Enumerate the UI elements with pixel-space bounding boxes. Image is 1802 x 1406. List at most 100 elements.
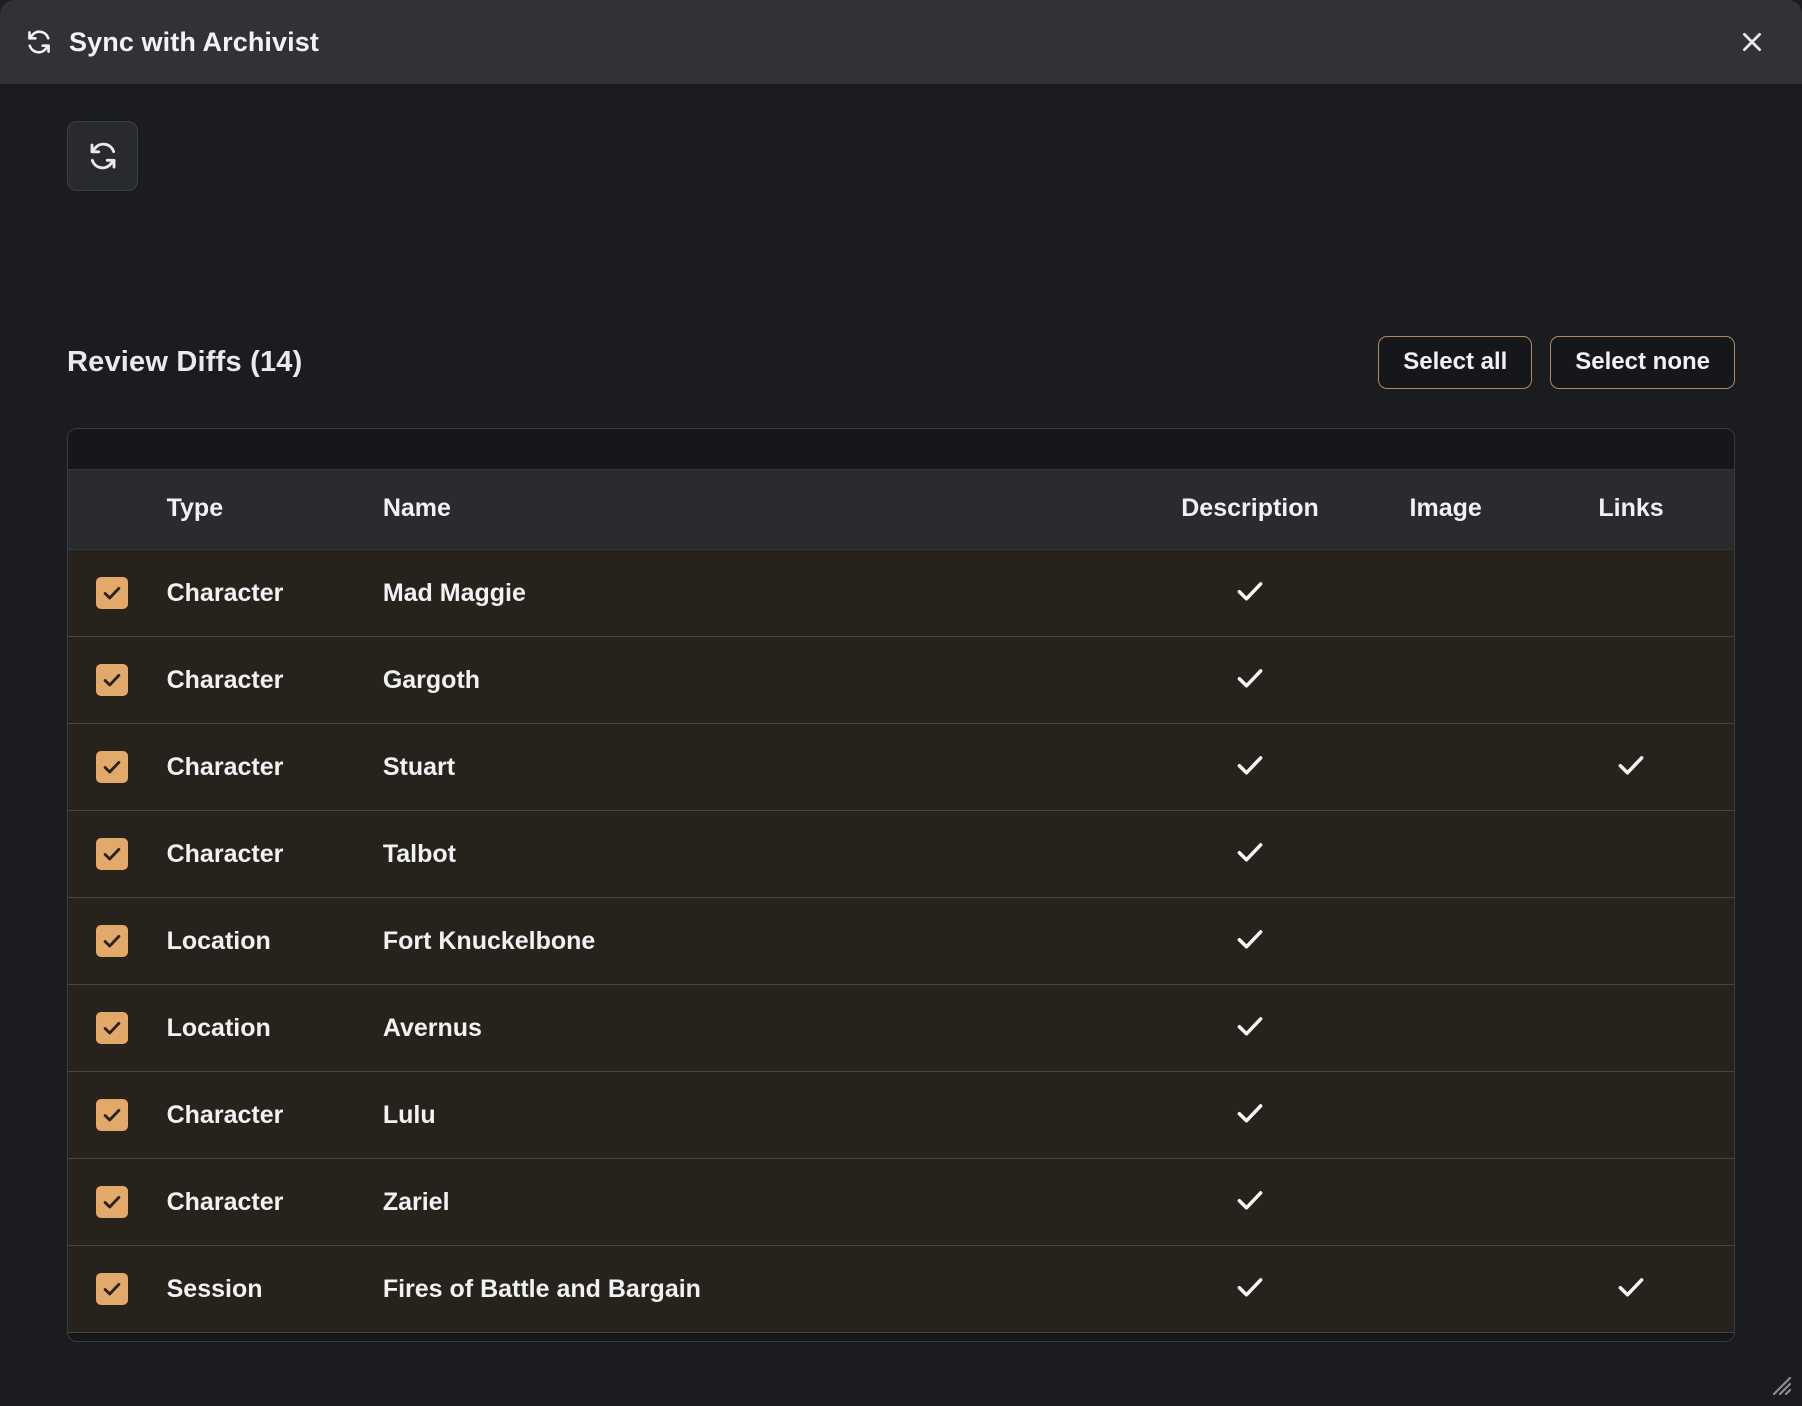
check-icon <box>1233 922 1267 956</box>
row-links-flag <box>1528 1071 1734 1159</box>
titlebar-left-group: Sync with Archivist <box>26 27 319 58</box>
row-checkbox-cell[interactable] <box>68 723 159 811</box>
row-image-flag <box>1363 723 1529 811</box>
no-change-placeholder <box>1445 857 1446 858</box>
row-links-flag <box>1528 549 1734 637</box>
table-row[interactable]: Location Avernus <box>68 984 1734 1072</box>
row-links-flag <box>1528 897 1734 985</box>
column-header-name[interactable]: Name <box>374 469 1137 550</box>
select-none-button[interactable]: Select none <box>1550 335 1735 389</box>
row-checkbox-cell[interactable] <box>68 549 159 637</box>
row-image-flag <box>1363 897 1529 985</box>
select-all-button[interactable]: Select all <box>1378 335 1533 389</box>
row-checkbox-cell[interactable] <box>68 810 159 898</box>
no-change-placeholder <box>1445 944 1446 945</box>
table-row[interactable]: Session Fires of Battle and Bargain <box>68 1245 1734 1333</box>
column-header-links[interactable]: Links <box>1528 469 1734 550</box>
sync-icon <box>26 29 52 55</box>
row-description-flag <box>1136 549 1364 637</box>
column-header-select[interactable] <box>68 469 159 550</box>
row-checkbox[interactable] <box>96 1099 128 1131</box>
row-checkbox[interactable] <box>96 925 128 957</box>
check-icon <box>1233 574 1267 608</box>
row-links-flag <box>1528 1245 1734 1333</box>
row-name: Fort Knuckelbone <box>374 897 1137 985</box>
page-title: Review Diffs (14) <box>67 345 303 378</box>
resize-grip-icon[interactable] <box>1764 1368 1792 1396</box>
no-change-placeholder <box>1445 1031 1446 1032</box>
row-checkbox-cell[interactable] <box>68 1158 159 1246</box>
row-image-flag <box>1363 1245 1529 1333</box>
row-type: Character <box>158 723 375 811</box>
row-type: Character <box>158 1071 375 1159</box>
row-description-flag <box>1136 810 1364 898</box>
row-checkbox[interactable] <box>96 1186 128 1218</box>
row-checkbox[interactable] <box>96 1012 128 1044</box>
row-checkbox-cell[interactable] <box>68 1071 159 1159</box>
row-checkbox-cell[interactable] <box>68 1245 159 1333</box>
no-change-placeholder <box>1445 1292 1446 1293</box>
refresh-icon <box>88 141 118 171</box>
review-diffs-header: Review Diffs (14) Select all Select none <box>67 334 1735 390</box>
table-row[interactable]: Location Fort Knuckelbone <box>68 897 1734 985</box>
table-row[interactable]: Character Lulu <box>68 1071 1734 1159</box>
row-type: Character <box>158 810 375 898</box>
row-checkbox-cell[interactable] <box>68 636 159 724</box>
no-change-placeholder <box>1631 1205 1632 1206</box>
row-name: Avernus <box>374 984 1137 1072</box>
row-links-flag <box>1528 984 1734 1072</box>
row-image-flag <box>1363 1071 1529 1159</box>
row-checkbox[interactable] <box>96 664 128 696</box>
row-image-flag <box>1363 984 1529 1072</box>
row-checkbox[interactable] <box>96 1273 128 1305</box>
row-description-flag <box>1136 897 1364 985</box>
refresh-button[interactable] <box>67 121 138 191</box>
no-change-placeholder <box>1445 596 1446 597</box>
diffs-table: Type Name Description Image Links Charac… <box>68 429 1734 1333</box>
check-icon <box>1233 1009 1267 1043</box>
row-type: Character <box>158 549 375 637</box>
check-icon <box>1233 835 1267 869</box>
no-change-placeholder <box>1631 596 1632 597</box>
table-row[interactable]: Character Talbot <box>68 810 1734 898</box>
column-header-type[interactable]: Type <box>158 469 375 550</box>
row-checkbox-cell[interactable] <box>68 897 159 985</box>
table-row[interactable]: Character Mad Maggie <box>68 549 1734 637</box>
row-image-flag <box>1363 1158 1529 1246</box>
column-header-description[interactable]: Description <box>1136 469 1364 550</box>
table-row[interactable]: Character Gargoth <box>68 636 1734 724</box>
row-checkbox[interactable] <box>96 751 128 783</box>
close-button[interactable] <box>1732 22 1772 62</box>
row-type: Location <box>158 984 375 1072</box>
row-name: Zariel <box>374 1158 1137 1246</box>
check-icon <box>1614 1270 1648 1304</box>
table-body: Character Mad Maggie Character Gargoth Chara… <box>68 549 1734 1333</box>
row-description-flag <box>1136 1158 1364 1246</box>
row-name: Mad Maggie <box>374 549 1137 637</box>
table-head: Type Name Description Image Links <box>68 429 1734 550</box>
row-name: Lulu <box>374 1071 1137 1159</box>
row-type: Session <box>158 1245 375 1333</box>
no-change-placeholder <box>1445 1205 1446 1206</box>
row-description-flag <box>1136 1071 1364 1159</box>
row-links-flag <box>1528 1158 1734 1246</box>
row-checkbox[interactable] <box>96 577 128 609</box>
diffs-table-container[interactable]: Type Name Description Image Links Charac… <box>67 428 1735 1342</box>
row-type: Character <box>158 1158 375 1246</box>
row-description-flag <box>1136 1245 1364 1333</box>
column-header-image[interactable]: Image <box>1363 469 1529 550</box>
row-links-flag <box>1528 636 1734 724</box>
row-checkbox-cell[interactable] <box>68 984 159 1072</box>
dialog-title: Sync with Archivist <box>69 26 319 57</box>
row-description-flag <box>1136 636 1364 724</box>
row-name: Stuart <box>374 723 1137 811</box>
row-description-flag <box>1136 984 1364 1072</box>
no-change-placeholder <box>1631 1031 1632 1032</box>
row-checkbox[interactable] <box>96 838 128 870</box>
table-row[interactable]: Character Zariel <box>68 1158 1734 1246</box>
dialog-body: Review Diffs (14) Select all Select none <box>0 84 1802 1406</box>
check-icon <box>1233 1096 1267 1130</box>
table-row[interactable]: Character Stuart <box>68 723 1734 811</box>
row-links-flag <box>1528 723 1734 811</box>
